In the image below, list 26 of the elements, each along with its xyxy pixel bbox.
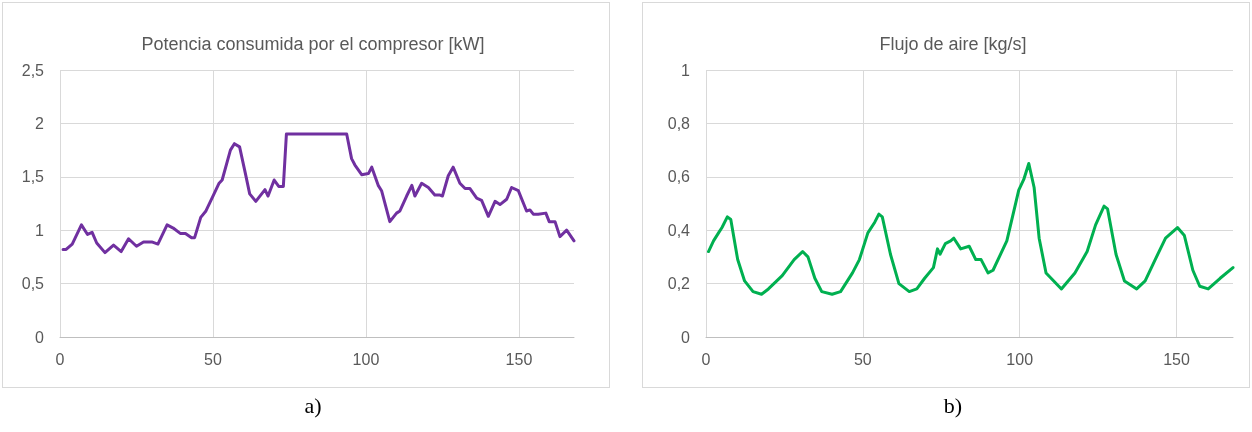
- x-tick-label: 100: [1006, 350, 1034, 368]
- y-tick-label: 2,5: [21, 61, 45, 79]
- x-tick-label: 50: [204, 350, 222, 368]
- y-tick-label: 0,6: [667, 168, 691, 186]
- y-tick-label: 0,2: [667, 275, 691, 293]
- chart-title: Flujo de aire [kg/s]: [879, 34, 1027, 54]
- x-tick-label: 150: [505, 350, 533, 368]
- y-tick-label: 1: [681, 61, 691, 79]
- x-tick-label: 100: [352, 350, 380, 368]
- x-tick-label: 150: [1163, 350, 1190, 368]
- y-tick-label: 0: [681, 328, 691, 346]
- chart-title: Potencia consumida por el compresor [kW]: [141, 34, 485, 54]
- text: b): [943, 392, 963, 418]
- line-series: [61, 132, 576, 255]
- line-series: [707, 161, 1235, 296]
- y-tick-label: 0,5: [21, 275, 45, 293]
- text: a): [304, 392, 322, 418]
- x-tick-label: 0: [55, 350, 65, 368]
- y-tick-label: 2: [35, 114, 45, 132]
- y-tick-label: 0: [35, 328, 45, 346]
- y-tick-label: 0,4: [667, 221, 691, 239]
- y-tick-label: 0,8: [667, 114, 691, 132]
- y-tick-label: 1,5: [21, 168, 45, 186]
- x-tick-label: 0: [701, 350, 711, 368]
- y-tick-label: 1: [35, 221, 45, 239]
- x-tick-label: 50: [853, 350, 872, 368]
